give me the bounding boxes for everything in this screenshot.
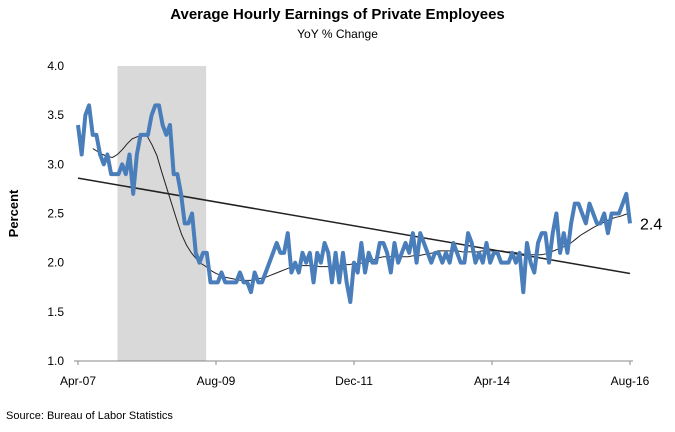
chart-title: Average Hourly Earnings of Private Emplo… <box>170 6 505 23</box>
end-value-label: 2.4 <box>640 216 662 233</box>
x-tick-label: Aug-16 <box>611 374 650 388</box>
x-tick-label: Apr-14 <box>474 374 510 388</box>
x-tick-label: Apr-07 <box>60 374 96 388</box>
x-tick-label: Aug-09 <box>197 374 236 388</box>
x-tick-label: Dec-11 <box>335 374 373 388</box>
y-tick-label: 1.0 <box>47 354 64 368</box>
y-tick-label: 3.0 <box>47 157 64 171</box>
y-tick-label: 3.5 <box>47 108 64 122</box>
moving-average-line <box>92 134 631 281</box>
chart-subtitle: YoY % Change <box>297 27 378 41</box>
y-tick-label: 2.5 <box>47 207 64 221</box>
y-tick-label: 1.5 <box>47 305 64 319</box>
y-tick-label: 2.0 <box>47 256 64 270</box>
y-axis-label: Percent <box>6 189 21 237</box>
source-note: Source: Bureau of Labor Statistics <box>6 410 173 422</box>
y-tick-label: 4.0 <box>47 59 64 73</box>
earnings-line <box>76 103 632 304</box>
